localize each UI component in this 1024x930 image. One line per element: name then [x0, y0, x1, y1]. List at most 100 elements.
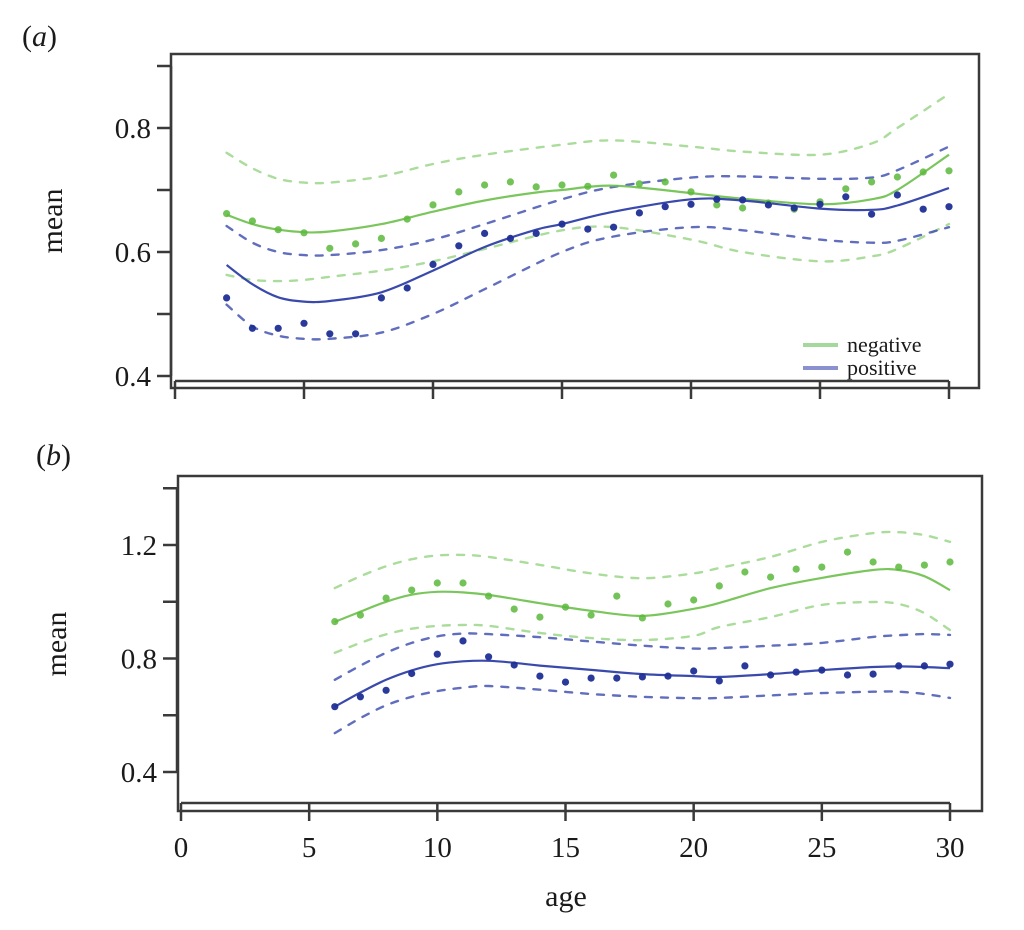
positive-point	[429, 260, 437, 268]
panel-b-points	[331, 548, 954, 711]
positive-point	[561, 678, 570, 686]
positive-point	[816, 200, 824, 208]
panel-a-x-axis	[173, 379, 951, 399]
positive-point	[869, 670, 877, 678]
negative-point	[558, 181, 566, 189]
positive-point	[326, 330, 334, 338]
positive-point	[638, 673, 647, 681]
positive-point	[868, 210, 876, 218]
panel-b: (b) 0.4 0.8 1.2 0 5 10 15 20 25 30 mean age	[36, 439, 984, 913]
negative-point	[584, 182, 592, 190]
negative-upper-band	[225, 92, 951, 185]
negative-point	[869, 558, 877, 566]
negative-point	[408, 586, 416, 594]
positive-point	[455, 242, 463, 250]
negative-point	[818, 563, 826, 571]
panel-b-y-axis: 0.4 0.8 1.2	[121, 487, 179, 789]
panel-a-letter: a	[32, 20, 47, 53]
negative-point	[715, 582, 723, 590]
positive-point	[713, 195, 721, 203]
positive-point	[690, 667, 698, 675]
negative-point	[532, 183, 540, 191]
positive-point	[664, 672, 672, 680]
negative-point	[429, 201, 437, 209]
positive-point	[635, 209, 644, 217]
positive-point	[893, 191, 902, 199]
positive-point	[382, 686, 390, 694]
negative-lower-band	[333, 600, 952, 654]
positive-point	[377, 294, 385, 302]
panel-b-frame	[176, 474, 984, 813]
panel-b-label: (b)	[36, 439, 71, 472]
negative-point	[382, 594, 390, 602]
positive-point	[895, 662, 903, 670]
panel-a-y-axis: 0.4 0.6 0.8	[115, 64, 173, 393]
negative-point	[638, 614, 647, 622]
negative-point	[741, 568, 749, 576]
negative-point	[920, 561, 929, 569]
positive-point	[818, 666, 826, 674]
x-tick-label: 5	[302, 832, 317, 864]
negative-point	[274, 226, 282, 234]
panel-a-points	[223, 167, 953, 338]
positive-point	[587, 674, 595, 682]
negative-point	[377, 234, 385, 242]
negative-point	[485, 592, 493, 600]
positive-point	[661, 203, 669, 211]
negative-point	[687, 188, 695, 196]
positive-point	[945, 203, 953, 211]
panel-a-label: (a)	[22, 20, 57, 53]
negative-point	[945, 167, 953, 175]
positive-point	[843, 671, 852, 679]
negative-point	[248, 217, 256, 225]
negative-point	[767, 573, 775, 581]
positive-point	[223, 294, 231, 302]
positive-point	[510, 661, 518, 669]
positive-point	[920, 662, 929, 670]
negative-point	[843, 548, 852, 556]
negative-point	[481, 181, 489, 189]
positive-point	[459, 637, 467, 645]
negative-point	[868, 178, 876, 186]
negative-point	[433, 579, 441, 587]
positive-point	[485, 653, 493, 661]
y-tick-label: 0.6	[115, 237, 151, 269]
negative-point	[713, 201, 721, 209]
legend-label-positive: positive	[847, 355, 917, 380]
negative-fit-line	[226, 153, 950, 234]
legend-label-negative: negative	[847, 332, 922, 357]
positive-point	[536, 672, 544, 680]
negative-point	[792, 565, 800, 573]
negative-upper-band	[333, 530, 952, 590]
positive-lower-band	[333, 684, 952, 735]
panel-b-y-axis-title: mean	[40, 612, 73, 677]
positive-point	[584, 225, 592, 233]
x-tick-label: 0	[174, 832, 189, 864]
positive-point	[352, 330, 360, 338]
positive-point	[741, 662, 749, 670]
negative-lower-band	[225, 222, 951, 283]
negative-fit-line	[334, 567, 951, 623]
negative-point	[946, 558, 954, 566]
positive-point	[331, 703, 339, 711]
panel-a-fit-lines	[225, 153, 950, 304]
positive-upper-band	[333, 632, 952, 681]
positive-point	[687, 200, 695, 208]
positive-point	[613, 674, 621, 682]
positive-point	[433, 650, 441, 658]
positive-point	[946, 660, 954, 668]
negative-point	[613, 592, 621, 600]
positive-point	[274, 324, 282, 332]
negative-point	[326, 244, 334, 252]
panel-a: (a) 0.4 0.6 0.8 mean negative positive	[22, 20, 981, 399]
negative-point	[331, 618, 339, 626]
negative-point	[842, 185, 850, 193]
negative-point	[223, 210, 231, 218]
positive-point	[481, 229, 489, 237]
y-tick-label: 0.8	[121, 644, 157, 676]
positive-point	[764, 201, 773, 209]
positive-point	[739, 196, 747, 204]
positive-point	[408, 669, 416, 678]
positive-point	[610, 223, 618, 231]
positive-point	[558, 220, 566, 228]
